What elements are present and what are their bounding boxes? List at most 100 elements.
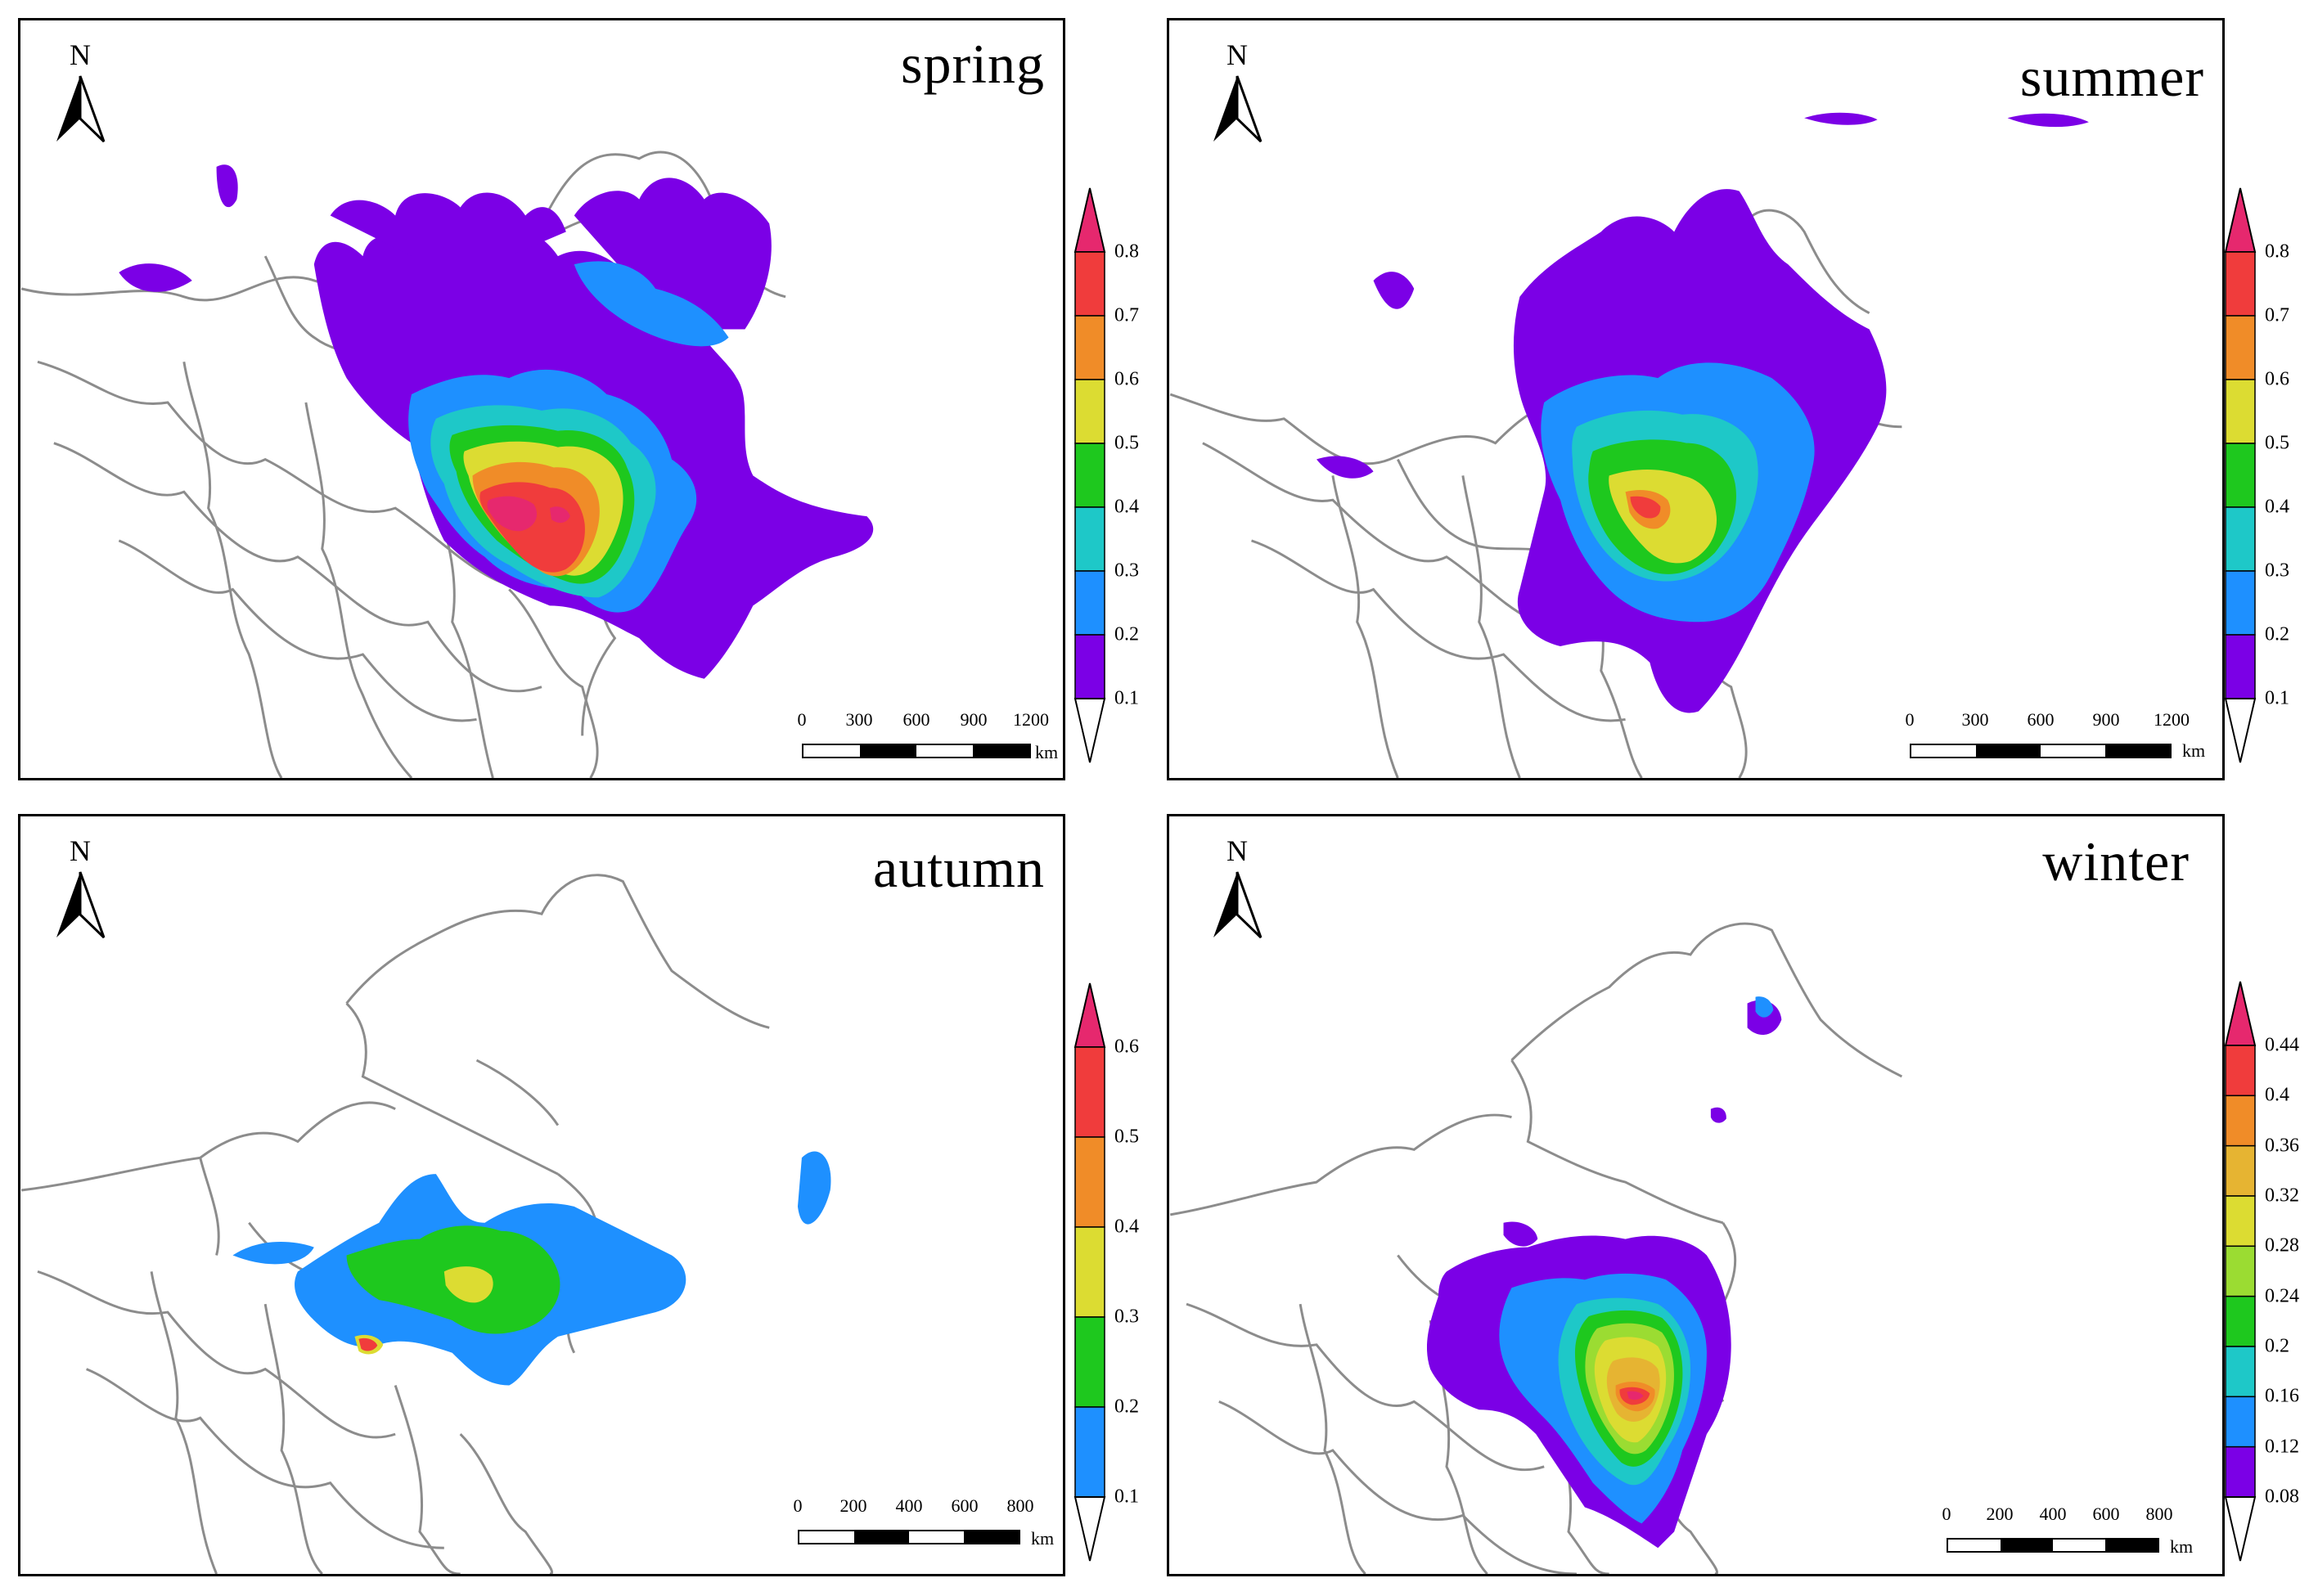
colorbar-label: 0.28 xyxy=(2265,1234,2299,1257)
colorbar-graphic xyxy=(2224,187,2257,763)
colorbar-label: 0.4 xyxy=(2265,1084,2289,1106)
panel-autumn: autumn N 0 200 400 600 800 km xyxy=(18,814,1065,1576)
colorbar-top-cap xyxy=(1073,982,1106,1048)
colorbar-autumn: 0.1 0.2 0.3 0.4 0.5 0.6 xyxy=(1073,982,1188,1562)
colorbar-segment xyxy=(2225,251,2256,317)
colorbar-segment xyxy=(2225,1295,2256,1347)
north-arrow-icon: N xyxy=(1209,833,1266,939)
colorbar-top-cap xyxy=(1073,187,1106,253)
scale-tick: 600 xyxy=(902,709,930,730)
scale-tick: 900 xyxy=(2092,709,2120,730)
colorbar-summer: 0.1 0.2 0.3 0.4 0.5 0.6 0.7 0.8 xyxy=(2224,187,2314,764)
scale-tick: 0 xyxy=(797,709,807,730)
scale-tick: 600 xyxy=(2027,709,2055,730)
colorbar-label: 0.7 xyxy=(1114,304,1139,326)
colorbar-segment xyxy=(1074,1316,1105,1408)
map-spring xyxy=(20,151,874,778)
colorbar-segment xyxy=(1074,443,1105,508)
north-label: N xyxy=(70,834,91,867)
scale-unit: km xyxy=(1035,742,1059,762)
scale-bar: 0 200 400 600 800 km xyxy=(785,1495,1063,1553)
colorbar-label: 0.08 xyxy=(2265,1486,2299,1508)
colorbar-label: 0.1 xyxy=(2265,687,2289,709)
colorbar-segment xyxy=(2225,1095,2256,1147)
colorbar-label: 0.16 xyxy=(2265,1385,2299,1407)
scale-unit: km xyxy=(2170,1536,2194,1557)
province-boundaries xyxy=(20,874,770,1574)
colorbar-segment xyxy=(1074,634,1105,699)
colorbar-bottom-cap xyxy=(2224,698,2257,763)
scale-tick: 0 xyxy=(1905,709,1915,730)
colorbar-segment xyxy=(1074,251,1105,317)
concentration-contours xyxy=(1426,996,1782,1549)
scale-tick: 400 xyxy=(2039,1504,2067,1524)
map-winter xyxy=(1169,922,1903,1574)
scale-tick: 300 xyxy=(845,709,873,730)
north-arrow-icon: N xyxy=(1209,37,1266,143)
province-boundaries xyxy=(1169,922,1903,1574)
colorbar-segment xyxy=(2225,1445,2256,1498)
colorbar-label: 0.32 xyxy=(2265,1185,2299,1207)
scale-bar: 0 300 600 900 1200 km xyxy=(790,709,1059,767)
colorbar-segment xyxy=(1074,1136,1105,1228)
colorbar-segment xyxy=(2225,443,2256,508)
scale-tick: 0 xyxy=(1942,1504,1951,1524)
colorbar-label: 0.4 xyxy=(1114,1216,1139,1238)
colorbar-bottom-cap xyxy=(1073,1496,1106,1562)
scale-tick: 400 xyxy=(895,1495,923,1516)
scale-tick: 800 xyxy=(2145,1504,2173,1524)
colorbar-label: 0.1 xyxy=(1114,1486,1139,1508)
colorbar-segment xyxy=(2225,315,2256,380)
colorbar-label: 0.6 xyxy=(1114,1036,1139,1058)
colorbar-segment xyxy=(2225,570,2256,636)
panel-winter: winter N 0 200 400 600 800 km xyxy=(1167,814,2225,1576)
map-autumn xyxy=(20,874,831,1574)
colorbar-segment xyxy=(1074,1046,1105,1138)
colorbar-graphic xyxy=(2224,981,2257,1562)
panel-summer: summer N 0 300 600 900 1200 km xyxy=(1167,18,2225,780)
colorbar-label: 0.2 xyxy=(1114,623,1139,645)
north-label: N xyxy=(1227,38,1248,71)
colorbar-label: 0.5 xyxy=(2265,432,2289,454)
colorbar-bottom-cap xyxy=(2224,1496,2257,1562)
colorbar-segment xyxy=(2225,1245,2256,1297)
scale-unit: km xyxy=(1031,1528,1055,1549)
colorbar-label: 0.12 xyxy=(2265,1436,2299,1458)
colorbar-label: 0.8 xyxy=(1114,241,1139,263)
colorbar-label: 0.7 xyxy=(2265,304,2289,326)
colorbar-label: 0.3 xyxy=(1114,1306,1139,1328)
scale-tick: 900 xyxy=(960,709,988,730)
colorbar-label: 0.4 xyxy=(1114,496,1139,518)
colorbar-label: 0.44 xyxy=(2265,1034,2299,1056)
colorbar-label: 0.6 xyxy=(1114,368,1139,390)
colorbar-segment xyxy=(1074,1406,1105,1498)
concentration-contours xyxy=(1317,112,2089,713)
north-label: N xyxy=(70,38,91,71)
colorbar-label: 0.1 xyxy=(1114,687,1139,709)
colorbar-label: 0.24 xyxy=(2265,1285,2299,1307)
colorbar-winter: 0.08 0.12 0.16 0.2 0.24 0.28 0.32 0.36 0.4 0.44 xyxy=(2224,980,2314,1562)
colorbar-label: 0.3 xyxy=(2265,560,2289,582)
scale-tick: 600 xyxy=(951,1495,979,1516)
colorbar-segment xyxy=(2225,1195,2256,1248)
colorbar-label: 0.5 xyxy=(1114,432,1139,454)
scale-tick: 800 xyxy=(1006,1495,1034,1516)
colorbar-segment xyxy=(1074,379,1105,444)
colorbar-segment xyxy=(2225,1346,2256,1398)
colorbar-label: 0.2 xyxy=(2265,1335,2289,1357)
scale-bar: 0 300 600 900 1200 xyxy=(1897,709,2190,767)
colorbar-graphic xyxy=(1073,187,1106,763)
colorbar-label: 0.8 xyxy=(2265,241,2289,263)
map-summer xyxy=(1169,112,2089,778)
scale-tick: 200 xyxy=(1986,1504,2014,1524)
north-arrow-icon: N xyxy=(52,37,109,143)
colorbar-label: 0.3 xyxy=(1114,560,1139,582)
colorbar-graphic xyxy=(1073,982,1106,1562)
scale-tick: 600 xyxy=(2092,1504,2120,1524)
panel-title: autumn xyxy=(873,837,1045,899)
colorbar-spring: 0.1 0.2 0.3 0.4 0.5 0.6 0.7 0.8 xyxy=(1073,187,1188,764)
panel-title: summer xyxy=(2019,46,2204,108)
panel-title: winter xyxy=(2042,830,2190,892)
colorbar-segment xyxy=(2225,506,2256,572)
colorbar-label: 0.2 xyxy=(2265,623,2289,645)
